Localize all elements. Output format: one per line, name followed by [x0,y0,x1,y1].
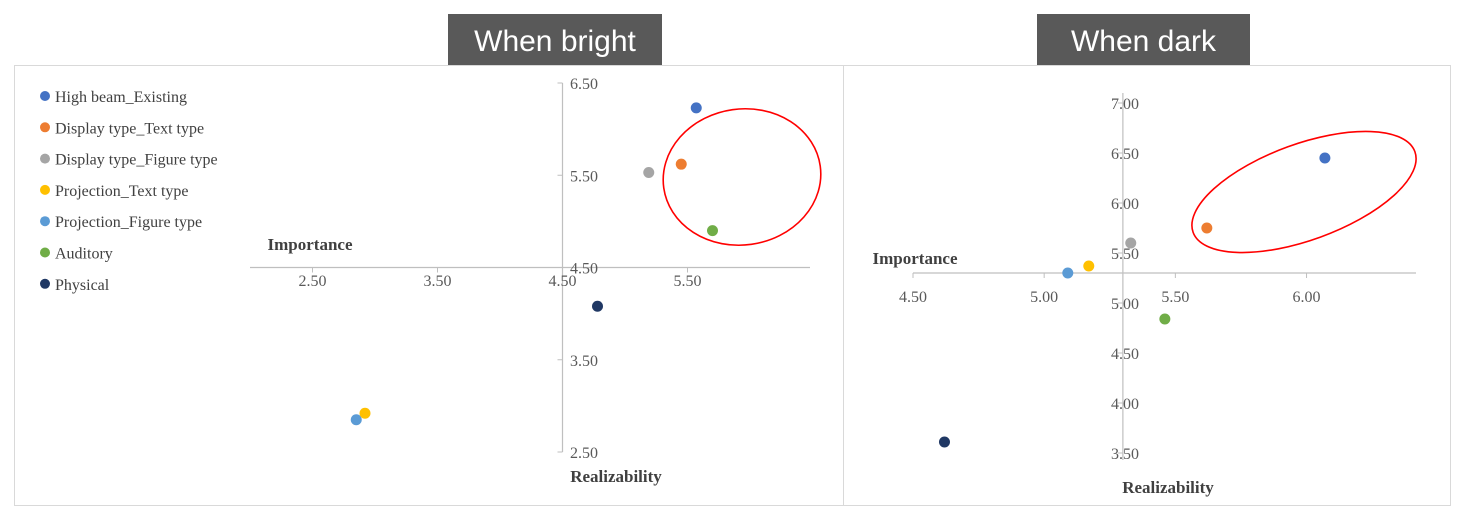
y-tick-label: 6.50 [1111,146,1139,163]
x-tick-label: 5.50 [674,273,702,290]
point-projection-text-type [1083,260,1095,272]
x-tick-label: 4.50 [899,289,927,306]
y-tick-label: 6.50 [570,76,598,93]
legend-label-projection-text-type: Projection_Text type [55,183,189,200]
x-tick-label: 4.50 [549,273,577,290]
point-physical [938,436,950,448]
point-auditory [1159,313,1171,325]
point-display-type-text-type [675,158,687,170]
legend-label-display-type-text-type: Display type_Text type [55,120,204,137]
chart-title-when-bright: When bright [448,14,662,70]
x-axis-title: Realizability [570,467,662,486]
legend-marker-projection-figure-type [40,216,50,227]
point-high-beam-existing [690,102,702,114]
x-tick-label: 2.50 [299,273,327,290]
x-tick-label: 5.50 [1161,289,1189,306]
y-tick-label: 7.00 [1111,96,1139,113]
legend-marker-physical [40,278,50,289]
y-tick-label: 4.50 [1111,346,1139,363]
legend: High beam_Existing Display type_Text type… [40,89,218,294]
legend-marker-auditory [40,247,50,258]
highlight-ellipse-bright [662,107,822,247]
y-axis-title: Importance [873,249,958,268]
point-display-type-figure-type [643,166,655,178]
x-axis-title: Realizability [1122,478,1214,497]
point-physical [592,300,603,312]
y-axis-title: Importance [268,235,353,254]
y-tick-label: 3.50 [570,353,598,370]
chart-panel-bright [14,65,844,506]
chart-dark: 4.50 5.00 5.50 6.00 3.50 4.00 4.50 5.00 5.50 6.00… [873,93,1416,497]
legend-label-auditory: Auditory [55,246,113,263]
legend-marker-projection-text-type [40,184,50,195]
y-tick-label: 5.00 [1111,296,1139,313]
chart-panel-dark [843,65,1451,506]
x-tick-label: 3.50 [424,273,452,290]
y-tick-label: 5.50 [570,168,598,185]
y-tick-label: 6.00 [1111,196,1139,213]
point-auditory [707,225,718,237]
point-display-type-text-type [1201,222,1213,234]
point-projection-figure-type [350,414,362,426]
x-tick-label: 6.00 [1293,289,1321,306]
legend-marker-display-type-figure-type [40,153,50,164]
y-tick-label: 3.50 [1111,446,1139,463]
y-tick-label: 4.00 [1111,396,1139,413]
legend-label-projection-figure-type: Projection_Figure type [55,214,202,231]
legend-marker-high-beam-existing [40,91,50,101]
x-tick-label: 5.00 [1030,289,1058,306]
point-display-type-figure-type [1125,237,1137,249]
highlight-ellipse-dark [1191,130,1417,254]
point-projection-text-type [359,407,371,419]
point-high-beam-existing [1319,152,1331,164]
legend-label-high-beam-existing: High beam_Existing [55,89,187,106]
y-tick-label: 5.50 [1111,246,1139,263]
y-tick-label: 2.50 [570,445,598,462]
chart-title-when-dark: When dark [1037,14,1250,70]
legend-marker-display-type-text-type [40,122,50,133]
y-tick-label: 4.50 [570,261,598,278]
legend-label-display-type-figure-type: Display type_Figure type [55,152,218,169]
legend-label-physical: Physical [55,277,110,294]
point-projection-figure-type [1062,267,1074,279]
chart-bright: 2.50 3.50 4.50 5.50 2.50 3.50 4.50 5.50 6.50 Real… [250,76,810,486]
